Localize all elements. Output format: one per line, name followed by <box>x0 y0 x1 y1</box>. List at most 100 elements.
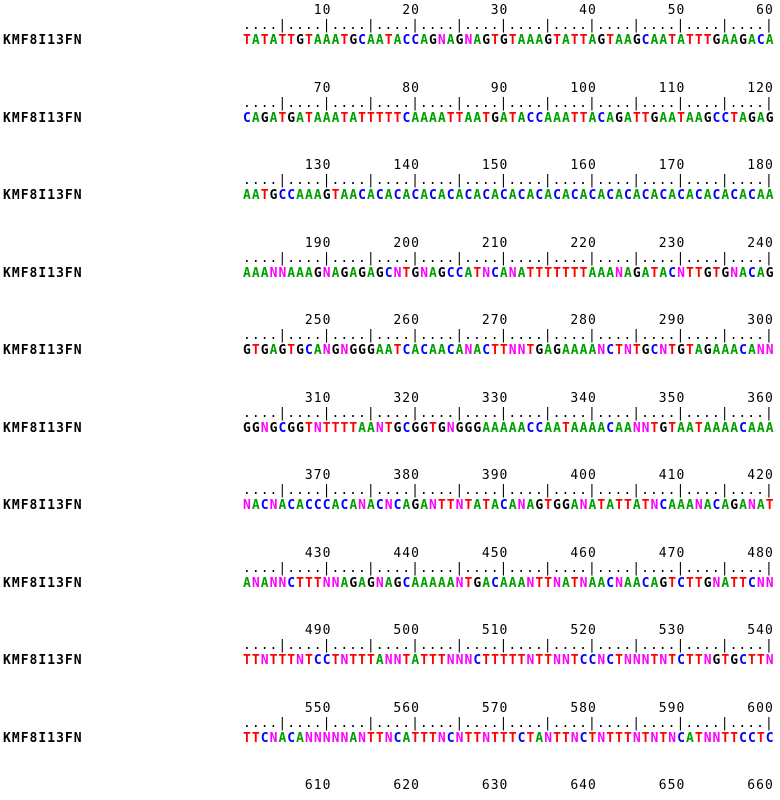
base[interactable]: T <box>384 420 394 436</box>
base[interactable]: T <box>287 653 297 668</box>
base[interactable]: C <box>393 498 403 513</box>
base[interactable]: A <box>464 110 474 126</box>
base[interactable]: N <box>579 498 589 513</box>
base[interactable]: G <box>358 265 368 281</box>
base[interactable]: C <box>358 188 368 203</box>
base[interactable]: C <box>287 575 297 591</box>
sequence-bases[interactable]: GGNGCGGTNTTTTAANTGCGGTGNGGGAAAAACCAATAAA… <box>243 420 775 436</box>
base[interactable]: A <box>260 575 270 591</box>
base[interactable]: A <box>544 110 554 126</box>
base[interactable]: C <box>730 188 740 203</box>
base[interactable]: T <box>615 730 624 746</box>
base[interactable]: T <box>526 730 536 746</box>
base[interactable]: T <box>703 33 713 48</box>
base[interactable]: T <box>367 110 376 126</box>
base[interactable]: A <box>473 498 483 513</box>
base[interactable]: N <box>508 265 518 281</box>
base[interactable]: T <box>305 33 314 48</box>
base[interactable]: G <box>677 343 686 358</box>
base[interactable]: A <box>278 730 288 746</box>
base[interactable]: N <box>393 653 403 668</box>
base[interactable]: C <box>243 110 252 126</box>
base[interactable]: A <box>694 343 704 358</box>
sequence-bases[interactable]: CAGATGATAAATATTTTTCAAAATTAATGATACCAAATTA… <box>243 110 775 126</box>
base[interactable]: A <box>446 33 456 48</box>
base[interactable]: A <box>358 575 368 591</box>
base[interactable]: A <box>251 110 261 126</box>
base[interactable]: N <box>561 653 571 668</box>
base[interactable]: A <box>349 498 359 513</box>
base[interactable]: N <box>446 420 456 436</box>
base[interactable]: N <box>358 730 368 746</box>
base[interactable]: C <box>677 730 686 746</box>
base[interactable]: N <box>313 730 323 746</box>
sequence-name-label[interactable]: KMF8I13FN <box>3 33 83 48</box>
base[interactable]: N <box>455 730 465 746</box>
base[interactable]: A <box>251 265 261 281</box>
base[interactable]: C <box>499 188 509 203</box>
base[interactable]: T <box>694 33 704 48</box>
base[interactable]: G <box>632 33 642 48</box>
base[interactable]: N <box>765 575 775 591</box>
base[interactable]: A <box>375 343 385 358</box>
base[interactable]: N <box>508 343 518 358</box>
base[interactable]: T <box>544 265 554 281</box>
base[interactable]: N <box>313 420 323 436</box>
base[interactable]: G <box>437 265 447 281</box>
base[interactable]: T <box>694 653 704 668</box>
base[interactable]: N <box>517 498 527 513</box>
base[interactable]: T <box>269 653 279 668</box>
base[interactable]: T <box>331 653 341 668</box>
base[interactable]: C <box>278 188 288 203</box>
base[interactable]: A <box>367 498 376 513</box>
base[interactable]: A <box>429 110 438 126</box>
base[interactable]: C <box>739 730 748 746</box>
base[interactable]: C <box>526 110 536 126</box>
sequence-name-label[interactable]: KMF8I13FN <box>3 653 83 668</box>
base[interactable]: T <box>570 575 580 591</box>
base[interactable]: A <box>685 730 695 746</box>
base[interactable]: A <box>402 188 412 203</box>
base[interactable]: T <box>508 653 518 668</box>
base[interactable]: C <box>446 188 456 203</box>
base[interactable]: T <box>508 33 518 48</box>
base[interactable]: A <box>579 343 589 358</box>
base[interactable]: G <box>499 33 509 48</box>
base[interactable]: A <box>437 575 447 591</box>
base[interactable]: C <box>340 498 350 513</box>
base[interactable]: C <box>411 188 421 203</box>
base[interactable]: T <box>765 498 775 513</box>
base[interactable]: A <box>570 498 580 513</box>
base[interactable]: A <box>491 188 500 203</box>
base[interactable]: C <box>375 188 385 203</box>
base[interactable]: C <box>721 110 731 126</box>
base[interactable]: A <box>491 420 500 436</box>
base[interactable]: A <box>429 265 438 281</box>
base[interactable]: A <box>243 188 252 203</box>
base[interactable]: C <box>623 188 633 203</box>
base[interactable]: A <box>544 420 554 436</box>
base[interactable]: T <box>650 420 660 436</box>
base[interactable]: A <box>384 188 394 203</box>
base[interactable]: T <box>473 265 483 281</box>
base[interactable]: T <box>491 343 500 358</box>
base[interactable]: T <box>579 33 589 48</box>
base[interactable]: A <box>322 33 332 48</box>
base[interactable]: C <box>313 653 323 668</box>
base[interactable]: T <box>305 575 314 591</box>
base[interactable]: C <box>606 188 616 203</box>
base[interactable]: N <box>358 498 368 513</box>
base[interactable]: T <box>251 730 261 746</box>
base[interactable]: N <box>641 420 651 436</box>
base[interactable]: T <box>491 653 500 668</box>
base[interactable]: A <box>526 498 536 513</box>
base[interactable]: A <box>721 188 731 203</box>
base[interactable]: T <box>251 653 261 668</box>
base[interactable]: G <box>340 265 350 281</box>
base[interactable]: C <box>473 653 483 668</box>
base[interactable]: A <box>305 188 314 203</box>
sequence-name-label[interactable]: KMF8I13FN <box>3 188 83 203</box>
base[interactable]: A <box>499 265 509 281</box>
base[interactable]: G <box>278 343 288 358</box>
base[interactable]: T <box>429 420 438 436</box>
